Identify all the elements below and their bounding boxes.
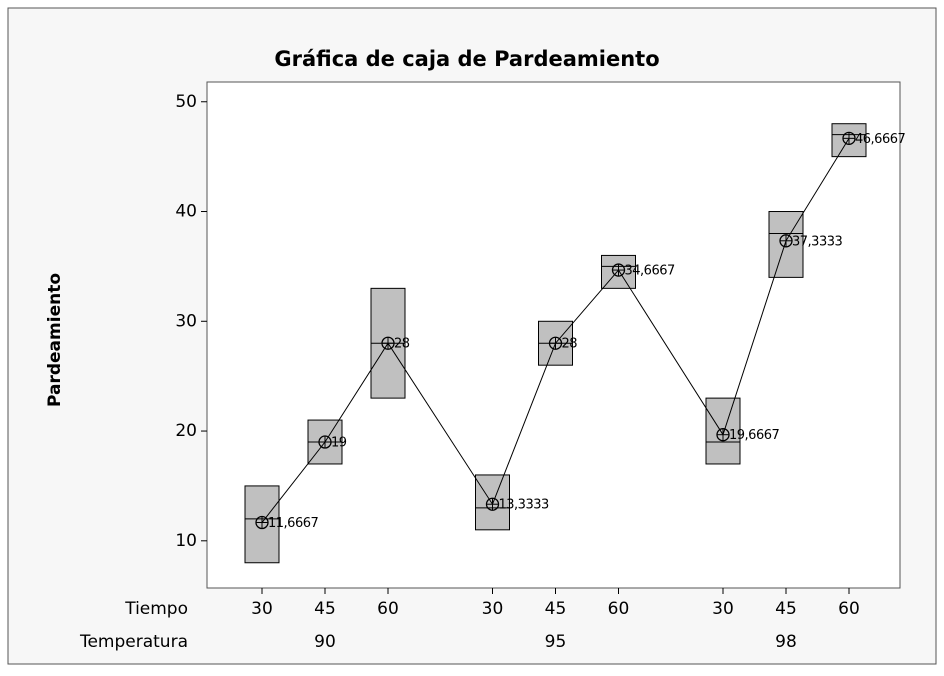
- x-tick-label: 30: [712, 599, 734, 619]
- x-tick-label: 45: [314, 599, 336, 619]
- chart-title: Gráfica de caja de Pardeamiento: [274, 47, 659, 71]
- x-tick-label: 45: [775, 599, 797, 619]
- group-label: 95: [545, 632, 567, 652]
- group-label: 90: [314, 632, 336, 652]
- data-label: 11,6667: [268, 516, 318, 531]
- x-tick-label: 60: [377, 599, 399, 619]
- data-label: 19: [331, 436, 347, 451]
- x-tick-label: 30: [482, 599, 504, 619]
- x-tick-label: 30: [251, 599, 273, 619]
- group-label: 98: [775, 632, 797, 652]
- data-label: 13,3333: [499, 498, 549, 513]
- y-tick-label: 50: [175, 92, 197, 112]
- x-row-name: Tiempo: [124, 599, 188, 619]
- x-tick-label: 45: [545, 599, 567, 619]
- data-label: 37,3333: [792, 234, 842, 249]
- x-tick-label: 60: [608, 599, 630, 619]
- data-label: 34,6667: [625, 264, 675, 279]
- y-tick-label: 20: [175, 421, 197, 441]
- data-label: 19,6667: [729, 428, 779, 443]
- y-tick-label: 30: [175, 311, 197, 331]
- data-label: 28: [562, 337, 578, 352]
- data-label: 28: [394, 337, 410, 352]
- y-tick-label: 10: [175, 531, 197, 551]
- y-axis-title: Pardeamiento: [45, 273, 65, 407]
- data-label: 46,6667: [855, 132, 905, 147]
- x-tick-label: 60: [838, 599, 860, 619]
- y-tick-label: 40: [175, 202, 197, 222]
- x-row-name: Temperatura: [79, 632, 188, 652]
